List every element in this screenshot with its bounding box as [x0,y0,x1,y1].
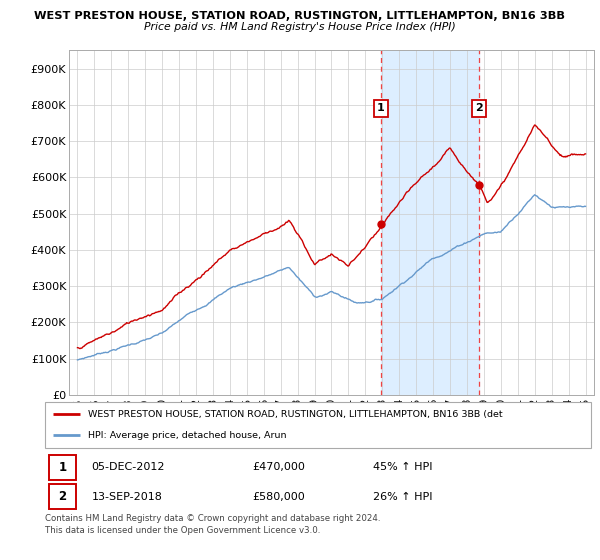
Bar [49,455,76,479]
Text: £470,000: £470,000 [253,462,305,472]
Text: 1: 1 [377,104,385,114]
Text: 05-DEC-2012: 05-DEC-2012 [91,462,165,472]
Text: HPI: Average price, detached house, Arun: HPI: Average price, detached house, Arun [88,431,286,440]
Text: 45% ↑ HPI: 45% ↑ HPI [373,462,432,472]
Text: 26% ↑ HPI: 26% ↑ HPI [373,492,432,502]
Bar [49,484,76,509]
Text: WEST PRESTON HOUSE, STATION ROAD, RUSTINGTON, LITTLEHAMPTON, BN16 3BB (det: WEST PRESTON HOUSE, STATION ROAD, RUSTIN… [88,409,502,418]
Text: 2: 2 [58,490,67,503]
Text: 13-SEP-2018: 13-SEP-2018 [91,492,162,502]
Bar [381,50,479,395]
Text: 1: 1 [58,461,67,474]
Text: Price paid vs. HM Land Registry's House Price Index (HPI): Price paid vs. HM Land Registry's House … [144,22,456,32]
Text: 2: 2 [475,104,483,114]
Text: £580,000: £580,000 [253,492,305,502]
Text: Contains HM Land Registry data © Crown copyright and database right 2024.
This d: Contains HM Land Registry data © Crown c… [45,514,380,535]
Text: WEST PRESTON HOUSE, STATION ROAD, RUSTINGTON, LITTLEHAMPTON, BN16 3BB: WEST PRESTON HOUSE, STATION ROAD, RUSTIN… [35,11,566,21]
